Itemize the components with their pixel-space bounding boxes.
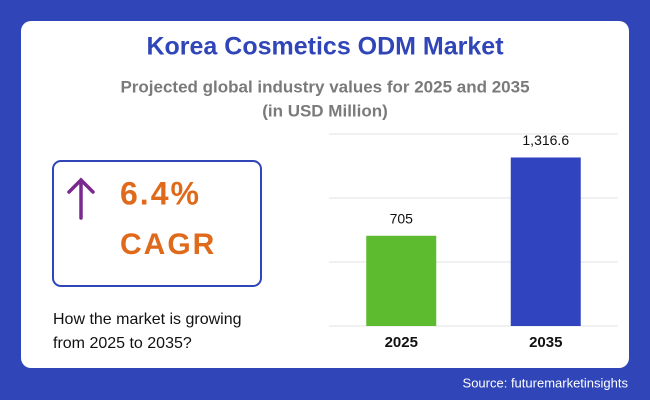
title: Korea Cosmetics ODM Market (146, 33, 504, 61)
cagr-label: CAGR (120, 228, 216, 261)
cagr-value: 6.4% (120, 175, 201, 211)
subtitle: (in USD Million) (262, 101, 388, 120)
question: How the market is growing (53, 311, 242, 328)
bar-chart: 2025 2035 705 1,316.6 (329, 132, 618, 351)
x-tick-label: 2025 (385, 334, 418, 351)
bar (366, 235, 437, 326)
question: from 2025 to 2035? (53, 335, 192, 352)
card (21, 21, 629, 368)
subtitle: Projected global industry values for 202… (120, 77, 529, 96)
value-label: 1,316.6 (522, 132, 569, 148)
source: Source: futuremarketinsights (463, 375, 629, 390)
x-tick-label: 2035 (529, 334, 562, 351)
cagr-box (52, 160, 262, 287)
up-arrow (67, 177, 95, 220)
value-label: 705 (390, 210, 414, 226)
bar (510, 157, 581, 326)
